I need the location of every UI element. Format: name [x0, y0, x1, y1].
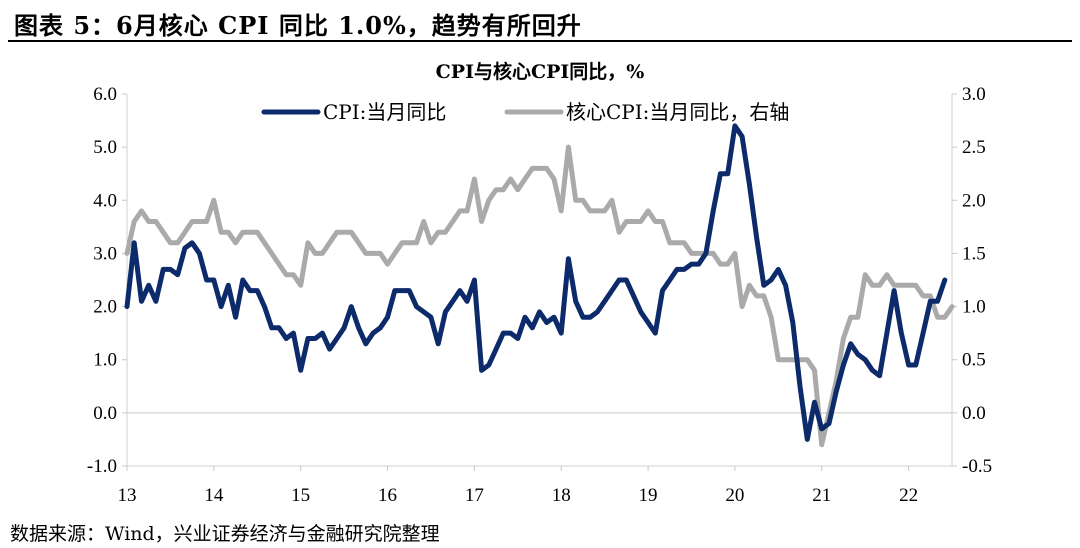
y-right-tick-label: 1.5 — [962, 243, 986, 264]
series-line-cpi — [124, 123, 948, 442]
y-right-tick-label: -0.5 — [962, 456, 992, 477]
y-left-tick-label: 2.0 — [93, 297, 117, 318]
y-left-tick-label: 4.0 — [93, 190, 117, 211]
figure-title: 图表 5：6月核心 CPI 同比 1.0%，趋势有所回升 — [14, 11, 582, 40]
legend: CPI:当月同比 核心CPI:当月同比，右轴 — [261, 100, 789, 124]
legend-label-cpi: CPI:当月同比 — [323, 100, 446, 124]
y-right-tick-label: 2.0 — [962, 190, 986, 211]
legend-label-core-cpi: 核心CPI:当月同比，右轴 — [566, 100, 789, 124]
series-line-core-cpi — [124, 144, 955, 448]
x-tick-label: 13 — [118, 485, 137, 506]
x-tick-label: 17 — [465, 485, 484, 506]
x-tick-label: 19 — [639, 485, 658, 506]
y-right-tick-label: 2.5 — [962, 137, 986, 158]
series-lines — [124, 123, 955, 448]
x-tick-label: 21 — [812, 485, 831, 506]
chart-title: CPI与核心CPI同比，% — [436, 60, 645, 83]
y-left-tick-label: 0.0 — [93, 403, 117, 424]
y-left-tick-label: 3.0 — [93, 243, 117, 264]
y-right-tick-label: 0.5 — [962, 350, 986, 371]
axes: 6.0 5.0 4.0 3.0 2.0 1.0 0.0 -1.0 3.0 2.5 2.0 1.5 1.0… — [87, 84, 992, 506]
y-right-tick-label: 0.0 — [962, 403, 986, 424]
y-left-tick-label: 1.0 — [93, 350, 117, 371]
x-tick-label: 22 — [899, 485, 918, 506]
x-tick-label: 20 — [725, 485, 744, 506]
x-tick-label: 18 — [552, 485, 571, 506]
x-tick-label: 14 — [204, 485, 224, 506]
y-left-tick-label: 6.0 — [93, 84, 117, 105]
y-right-tick-label: 1.0 — [962, 297, 986, 318]
source-note: 数据来源：Wind，兴业证券经济与金融研究院整理 — [10, 523, 440, 545]
y-left-tick-label: -1.0 — [87, 456, 117, 477]
y-right-tick-label: 3.0 — [962, 84, 986, 105]
x-tick-label: 15 — [291, 485, 310, 506]
x-tick-label: 16 — [378, 485, 397, 506]
title-rule — [8, 40, 1072, 42]
y-left-tick-label: 5.0 — [93, 137, 117, 158]
